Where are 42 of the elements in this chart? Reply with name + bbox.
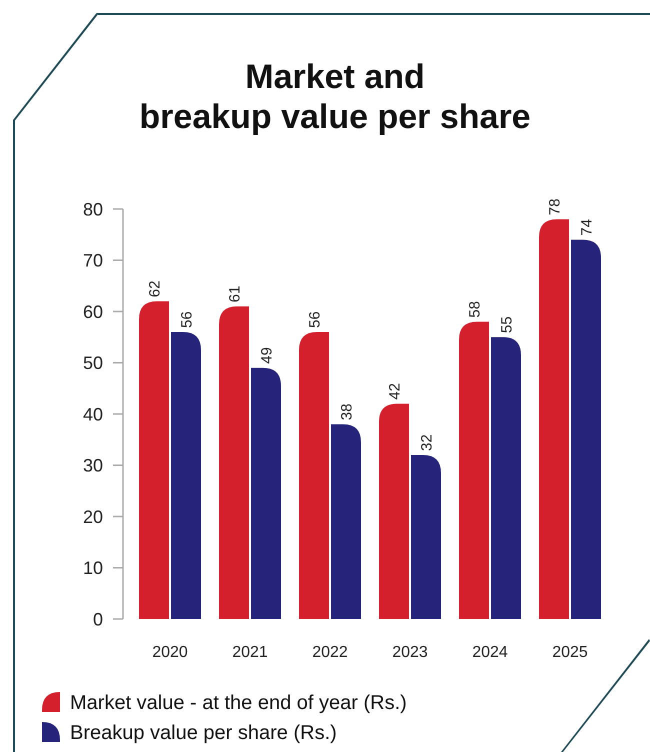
data-label: 32 <box>418 434 436 451</box>
data-label: 49 <box>258 347 276 364</box>
bar <box>139 301 169 619</box>
y-tick-label: 80 <box>82 199 103 220</box>
data-label: 62 <box>146 280 164 298</box>
x-tick-label: 2023 <box>392 644 428 661</box>
data-label: 58 <box>466 301 484 318</box>
bar <box>571 240 601 619</box>
bar <box>219 306 249 619</box>
data-label: 55 <box>498 316 516 334</box>
x-tick-label: 2024 <box>472 644 508 661</box>
y-tick-label: 20 <box>82 506 103 527</box>
bar <box>411 455 441 619</box>
y-tick-label: 10 <box>82 558 103 578</box>
y-tick-label: 70 <box>82 250 103 271</box>
bar <box>459 322 489 619</box>
bar <box>251 368 281 619</box>
data-label: 56 <box>178 311 196 328</box>
y-tick-label: 30 <box>82 456 103 476</box>
bar <box>379 404 409 619</box>
data-label: 74 <box>578 219 596 236</box>
y-tick-label: 50 <box>82 353 103 374</box>
bar <box>539 219 569 619</box>
bar <box>171 332 201 619</box>
y-tick-label: 60 <box>82 302 103 322</box>
bar <box>491 337 521 619</box>
legend-label: Market value - at the end of year (Rs.) <box>70 692 407 714</box>
y-tick-label: 40 <box>82 404 103 424</box>
x-tick-label: 2025 <box>552 644 588 661</box>
data-label: 56 <box>306 311 324 328</box>
bar <box>299 332 329 619</box>
y-tick-label: 0 <box>92 609 103 630</box>
data-label: 61 <box>226 286 244 302</box>
x-tick-label: 2021 <box>232 644 268 661</box>
x-tick-label: 2020 <box>152 644 188 661</box>
data-label: 38 <box>338 404 356 420</box>
chart-title: Market and breakup value per share <box>139 58 531 136</box>
data-label: 78 <box>546 198 564 216</box>
legend-label: Breakup value per share (Rs.) <box>70 722 337 744</box>
bar <box>331 424 361 619</box>
data-label: 42 <box>386 383 404 400</box>
x-tick-label: 2022 <box>312 644 348 661</box>
